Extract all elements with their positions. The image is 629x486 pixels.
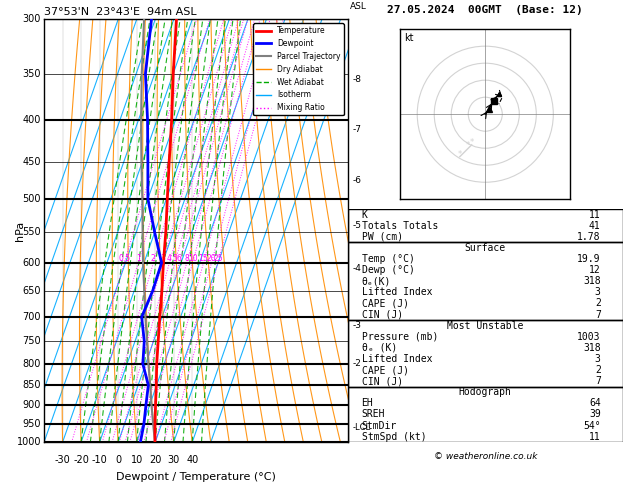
Text: 318: 318 bbox=[583, 276, 601, 286]
Text: 1: 1 bbox=[136, 254, 141, 263]
Text: Most Unstable: Most Unstable bbox=[447, 321, 523, 330]
Text: 300: 300 bbox=[23, 15, 41, 24]
Text: -30: -30 bbox=[55, 455, 70, 465]
Text: Dewpoint / Temperature (°C): Dewpoint / Temperature (°C) bbox=[116, 472, 276, 482]
Text: SREH: SREH bbox=[362, 410, 385, 419]
Text: -7: -7 bbox=[352, 124, 361, 134]
Text: PW (cm): PW (cm) bbox=[362, 232, 403, 242]
Text: 7: 7 bbox=[595, 376, 601, 386]
Text: StmDir: StmDir bbox=[362, 420, 397, 431]
Text: 30: 30 bbox=[167, 455, 180, 465]
Text: 2: 2 bbox=[151, 254, 155, 263]
Text: km
ASL: km ASL bbox=[350, 0, 367, 11]
Text: 350: 350 bbox=[23, 69, 41, 79]
Text: Hodograph: Hodograph bbox=[459, 387, 512, 397]
Text: 40: 40 bbox=[186, 455, 198, 465]
Text: 3: 3 bbox=[595, 287, 601, 297]
Text: 500: 500 bbox=[23, 194, 41, 204]
Text: 700: 700 bbox=[23, 312, 41, 322]
Text: 3: 3 bbox=[595, 354, 601, 364]
Text: 20: 20 bbox=[149, 455, 162, 465]
Text: 1000: 1000 bbox=[16, 437, 41, 447]
Text: 450: 450 bbox=[23, 157, 41, 167]
Text: 3: 3 bbox=[160, 254, 165, 263]
Text: 1.78: 1.78 bbox=[577, 232, 601, 242]
Text: CIN (J): CIN (J) bbox=[362, 310, 403, 319]
Text: -2: -2 bbox=[352, 359, 361, 368]
Text: EH: EH bbox=[362, 399, 374, 408]
Text: CAPE (J): CAPE (J) bbox=[362, 365, 409, 375]
Text: 0.5: 0.5 bbox=[118, 254, 130, 263]
Text: 950: 950 bbox=[23, 419, 41, 429]
Text: 25: 25 bbox=[213, 254, 223, 263]
Text: 27.05.2024  00GMT  (Base: 12): 27.05.2024 00GMT (Base: 12) bbox=[387, 4, 583, 15]
Text: K: K bbox=[362, 209, 367, 220]
Text: 7: 7 bbox=[595, 310, 601, 319]
Text: Lifted Index: Lifted Index bbox=[362, 354, 432, 364]
Text: 15: 15 bbox=[199, 254, 208, 263]
Text: Surface: Surface bbox=[465, 243, 506, 253]
Text: -LCL: -LCL bbox=[352, 423, 370, 433]
Text: 19.9: 19.9 bbox=[577, 254, 601, 264]
Text: hPa: hPa bbox=[14, 221, 25, 241]
Text: Temp (°C): Temp (°C) bbox=[362, 254, 415, 264]
Text: 20: 20 bbox=[207, 254, 216, 263]
Text: 1003: 1003 bbox=[577, 332, 601, 342]
Text: 41: 41 bbox=[589, 221, 601, 231]
Text: 2: 2 bbox=[595, 365, 601, 375]
Text: -10: -10 bbox=[92, 455, 108, 465]
Text: 10: 10 bbox=[187, 254, 198, 263]
Text: 8: 8 bbox=[184, 254, 189, 263]
Text: Dewp (°C): Dewp (°C) bbox=[362, 265, 415, 275]
Text: 4: 4 bbox=[167, 254, 172, 263]
Text: Pressure (mb): Pressure (mb) bbox=[362, 332, 438, 342]
Text: 5: 5 bbox=[172, 254, 177, 263]
Text: -8: -8 bbox=[352, 75, 361, 84]
Text: 600: 600 bbox=[23, 258, 41, 268]
Text: 54°: 54° bbox=[583, 420, 601, 431]
Text: 11: 11 bbox=[589, 432, 601, 442]
Text: *: * bbox=[458, 150, 462, 159]
Text: 11: 11 bbox=[589, 209, 601, 220]
Text: CAPE (J): CAPE (J) bbox=[362, 298, 409, 309]
Text: StmSpd (kt): StmSpd (kt) bbox=[362, 432, 426, 442]
Text: 0: 0 bbox=[115, 455, 121, 465]
Text: 900: 900 bbox=[23, 400, 41, 410]
Text: kt: kt bbox=[404, 33, 413, 43]
Text: 750: 750 bbox=[23, 336, 41, 346]
Text: 39: 39 bbox=[589, 410, 601, 419]
Text: 550: 550 bbox=[23, 227, 41, 237]
Text: 64: 64 bbox=[589, 399, 601, 408]
Text: *: * bbox=[469, 138, 474, 147]
Text: 400: 400 bbox=[23, 116, 41, 125]
Legend: Temperature, Dewpoint, Parcel Trajectory, Dry Adiabat, Wet Adiabat, Isotherm, Mi: Temperature, Dewpoint, Parcel Trajectory… bbox=[253, 23, 344, 115]
Text: 12: 12 bbox=[589, 265, 601, 275]
Text: 10: 10 bbox=[131, 455, 143, 465]
Text: 6: 6 bbox=[177, 254, 182, 263]
Text: 37°53'N  23°43'E  94m ASL: 37°53'N 23°43'E 94m ASL bbox=[44, 7, 197, 17]
Text: Lifted Index: Lifted Index bbox=[362, 287, 432, 297]
Text: θₑ(K): θₑ(K) bbox=[362, 276, 391, 286]
Text: 800: 800 bbox=[23, 359, 41, 369]
Text: *: * bbox=[466, 141, 470, 150]
Text: Totals Totals: Totals Totals bbox=[362, 221, 438, 231]
Text: -5: -5 bbox=[352, 221, 361, 230]
Text: 318: 318 bbox=[583, 343, 601, 353]
Text: θₑ (K): θₑ (K) bbox=[362, 343, 397, 353]
Text: -3: -3 bbox=[352, 321, 361, 330]
Text: 850: 850 bbox=[23, 380, 41, 390]
Text: CIN (J): CIN (J) bbox=[362, 376, 403, 386]
Text: -4: -4 bbox=[352, 264, 361, 273]
Text: 650: 650 bbox=[23, 286, 41, 296]
Text: -6: -6 bbox=[352, 176, 361, 185]
Text: © weatheronline.co.uk: © weatheronline.co.uk bbox=[433, 452, 537, 461]
Text: -20: -20 bbox=[73, 455, 89, 465]
Text: 2: 2 bbox=[595, 298, 601, 309]
